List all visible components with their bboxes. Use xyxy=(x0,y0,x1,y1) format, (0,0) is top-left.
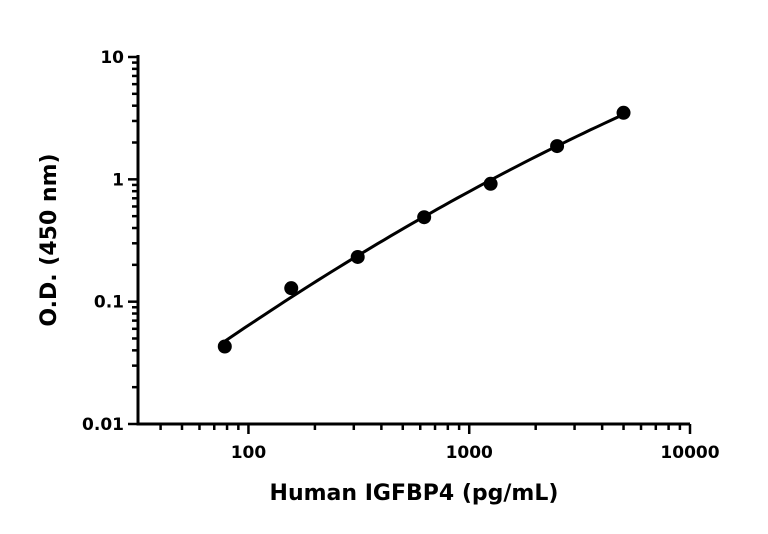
x-axis-title: Human IGFBP4 (pg/mL) xyxy=(270,481,559,506)
data-point xyxy=(217,339,232,354)
y-tick-label: 10 xyxy=(100,48,124,68)
y-tick-label: 0.01 xyxy=(82,415,124,435)
data-point xyxy=(417,210,432,225)
data-point xyxy=(284,281,299,296)
y-tick-label: 1 xyxy=(112,170,124,190)
data-point xyxy=(483,176,498,191)
tick-labels: 0.01 0.1 1 10 100 1000 10000 xyxy=(82,48,720,463)
data-point xyxy=(616,105,631,120)
data-points xyxy=(217,105,631,354)
data-point xyxy=(350,249,365,264)
x-tick-label: 1000 xyxy=(446,443,493,463)
fit-curve-group xyxy=(223,113,625,343)
fit-curve xyxy=(223,113,625,343)
y-tick-label: 0.1 xyxy=(94,293,124,313)
y-axis-title: O.D. (450 nm) xyxy=(37,153,62,326)
data-point xyxy=(550,139,565,154)
x-tick-label: 10000 xyxy=(660,443,719,463)
axes xyxy=(128,55,692,434)
x-tick-label: 100 xyxy=(231,443,267,463)
